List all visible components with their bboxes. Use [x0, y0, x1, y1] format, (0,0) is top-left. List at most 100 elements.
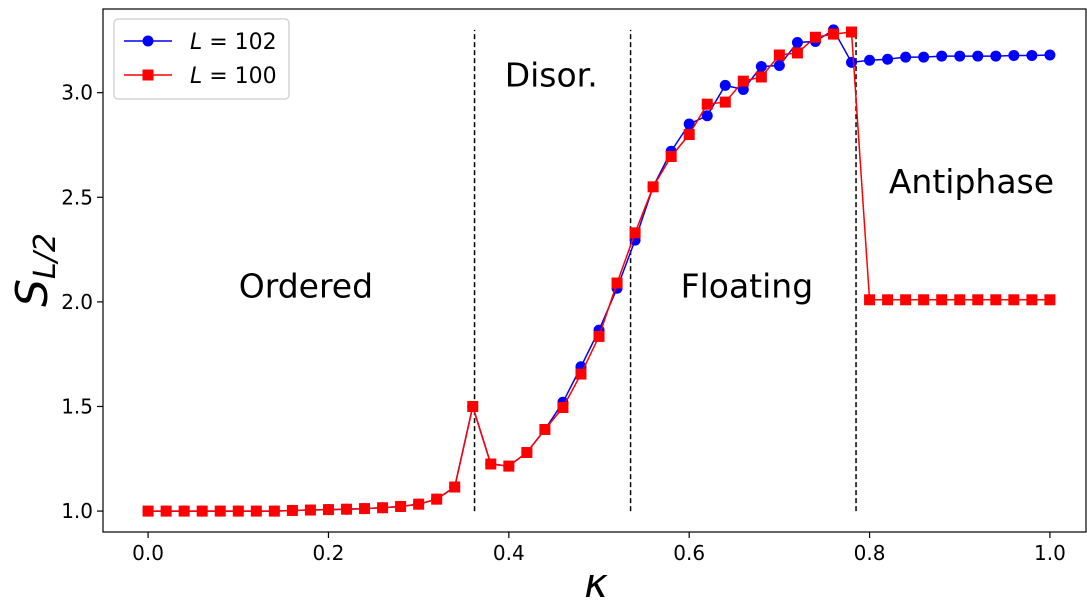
y-axis-label: SL/2 — [7, 233, 63, 307]
region-label: Floating — [681, 267, 814, 306]
data-point-square — [629, 227, 641, 239]
legend-label-1-main: L — [190, 64, 202, 89]
data-point-circle — [972, 50, 984, 62]
data-point-square — [539, 423, 551, 435]
data-point-circle — [846, 56, 858, 68]
y-tick-label: 3.0 — [61, 81, 93, 105]
data-point-square — [286, 504, 298, 516]
data-point-square — [647, 181, 659, 193]
x-tick-label: 0.6 — [673, 541, 705, 565]
y-tick-label: 1.0 — [61, 499, 93, 523]
data-point-circle — [701, 110, 713, 122]
x-tick-label: 0.4 — [493, 541, 525, 565]
data-point-square — [1008, 294, 1020, 306]
x-axis-label: κ — [584, 561, 608, 601]
data-point-square — [467, 400, 479, 412]
x-tick-label: 0.0 — [132, 541, 164, 565]
data-point-square — [359, 503, 371, 515]
data-point-square — [232, 505, 244, 517]
data-point-square — [503, 460, 515, 472]
data-point-square — [719, 96, 731, 108]
data-point-square — [250, 505, 262, 517]
data-point-square — [611, 277, 623, 289]
data-point-square — [827, 28, 839, 40]
legend-label-0-main: L — [190, 30, 202, 55]
data-point-square — [521, 447, 533, 459]
data-point-square — [340, 503, 352, 515]
data-point-square — [160, 505, 172, 517]
legend-label-0-value: = 102 — [202, 30, 276, 55]
data-point-circle — [990, 50, 1002, 62]
plot-area: Ordered Disor. Floating Antiphase — [142, 24, 1056, 517]
region-label: Ordered — [239, 267, 373, 306]
data-point-square — [377, 502, 389, 514]
data-point-square — [665, 150, 677, 162]
legend-label-1-value: = 100 — [202, 64, 276, 89]
data-point-square — [755, 71, 767, 83]
data-point-circle — [936, 50, 948, 62]
legend-marker-0 — [142, 35, 154, 47]
legend-marker-1 — [142, 69, 154, 81]
y-tick-label: 2.5 — [61, 185, 93, 209]
y-tick-label: 2.0 — [61, 290, 93, 314]
data-point-square — [485, 458, 497, 470]
data-point-square — [395, 500, 407, 512]
data-point-square — [268, 505, 280, 517]
data-point-square — [557, 402, 569, 414]
data-point-square — [575, 368, 587, 380]
data-point-square — [737, 75, 749, 87]
data-point-square — [918, 294, 930, 306]
data-point-circle — [1008, 49, 1020, 61]
data-point-square — [683, 129, 695, 141]
data-point-circle — [791, 36, 803, 48]
data-point-circle — [1044, 49, 1056, 61]
data-point-square — [972, 294, 984, 306]
data-point-circle — [1026, 49, 1038, 61]
data-point-circle — [755, 61, 767, 73]
y-axis-label-main: S — [7, 279, 58, 307]
legend: L = 102 L = 100 — [113, 18, 290, 100]
legend-label-1: L = 100 — [190, 64, 277, 89]
data-point-square — [864, 294, 876, 306]
legend-frame — [113, 18, 290, 100]
x-tick-label: 0.8 — [854, 541, 886, 565]
data-point-square — [178, 505, 190, 517]
data-point-circle — [918, 51, 930, 63]
data-point-square — [304, 504, 316, 516]
data-point-square — [142, 505, 154, 517]
data-point-square — [954, 294, 966, 306]
data-point-square — [449, 481, 461, 493]
data-point-circle — [773, 59, 785, 71]
data-point-square — [773, 49, 785, 61]
data-point-square — [1026, 294, 1038, 306]
data-point-square — [701, 98, 713, 110]
data-point-square — [413, 498, 425, 510]
data-point-circle — [683, 118, 695, 130]
region-label: Disor. — [505, 55, 598, 94]
data-point-circle — [737, 84, 749, 96]
legend-label-0: L = 102 — [190, 30, 277, 55]
x-tick-label: 1.0 — [1034, 541, 1066, 565]
data-point-circle — [719, 79, 731, 91]
data-point-square — [990, 294, 1002, 306]
y-axis-label-sub: L/2 — [28, 233, 63, 279]
data-point-circle — [954, 50, 966, 62]
data-point-circle — [900, 51, 912, 63]
data-point-circle — [882, 53, 894, 65]
data-point-square — [214, 505, 226, 517]
data-point-square — [322, 504, 334, 516]
data-point-square — [900, 294, 912, 306]
data-point-square — [791, 47, 803, 59]
data-point-square — [936, 294, 948, 306]
data-point-square — [593, 330, 605, 342]
axis-ticks: 0.0 0.2 0.4 0.6 0.8 1.0 1.0 1.5 2.0 2.5 3.0 — [61, 81, 1066, 565]
x-tick-label: 0.2 — [313, 541, 345, 565]
data-point-square — [882, 294, 894, 306]
plot-frame — [102, 8, 1087, 533]
data-point-square — [196, 505, 208, 517]
data-point-circle — [864, 54, 876, 66]
region-label: Antiphase — [889, 162, 1054, 201]
data-point-square — [809, 31, 821, 43]
data-point-square — [1044, 294, 1056, 306]
